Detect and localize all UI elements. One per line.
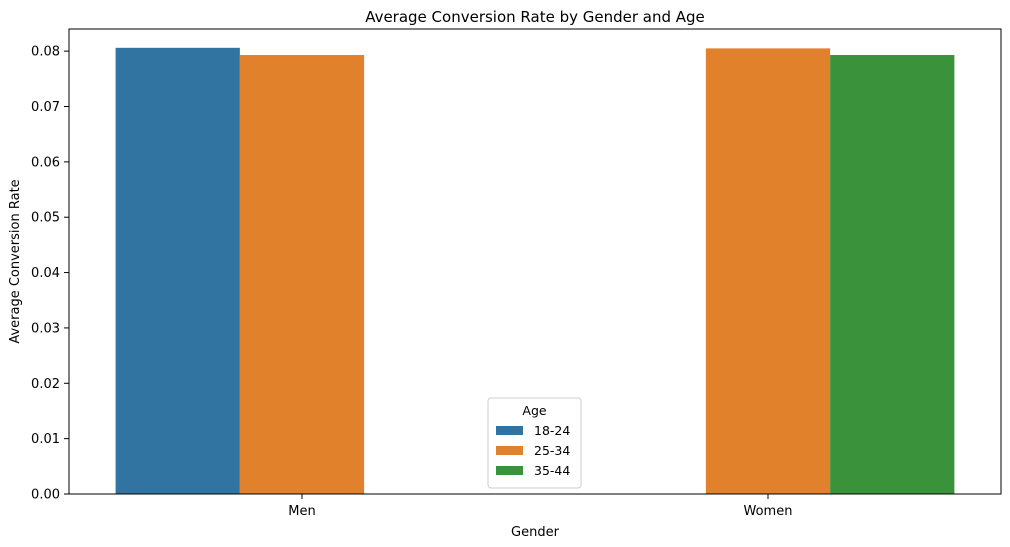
y-tick-label: 0.07 <box>31 100 60 115</box>
legend-swatch-35-44 <box>496 466 523 475</box>
legend-swatch-25-34 <box>496 446 523 455</box>
bar-35-44-women <box>830 55 955 495</box>
legend: Age 18-24 25-34 35-44 <box>487 397 582 489</box>
y-tick-label: 0.06 <box>31 155 60 170</box>
y-tick-label: 0.02 <box>31 377 60 392</box>
plot-area-frame <box>68 28 1002 495</box>
bar-25-34-men <box>239 55 365 495</box>
y-axis-label: Average Conversion Rate <box>8 179 23 343</box>
bar-25-34-women <box>705 48 831 495</box>
y-tick-label: 0.04 <box>31 266 60 281</box>
x-tick-label: Women <box>744 504 793 519</box>
bars-group <box>115 47 955 495</box>
bar-18-24-men <box>115 47 240 494</box>
chart-title: Average Conversion Rate by Gender and Ag… <box>365 8 705 26</box>
x-tick-label: Men <box>288 504 315 519</box>
legend-swatch-18-24 <box>496 426 523 435</box>
y-tick-label: 0.00 <box>31 488 60 503</box>
legend-title: Age <box>522 403 546 418</box>
x-axis-label: Gender <box>511 525 560 540</box>
y-tick-label: 0.05 <box>31 211 60 226</box>
legend-box <box>487 397 582 489</box>
y-tick-label: 0.08 <box>31 45 60 60</box>
y-tick-label: 0.01 <box>31 432 60 447</box>
legend-label-18-24: 18-24 <box>534 423 570 438</box>
y-axis: 0.00 0.01 0.02 0.03 0.04 0.05 0.06 0.07 0.08 <box>31 45 69 503</box>
legend-label-25-34: 25-34 <box>534 443 570 458</box>
y-tick-label: 0.03 <box>31 321 60 336</box>
legend-label-35-44: 35-44 <box>534 463 570 478</box>
x-axis: Men Women <box>288 494 792 519</box>
